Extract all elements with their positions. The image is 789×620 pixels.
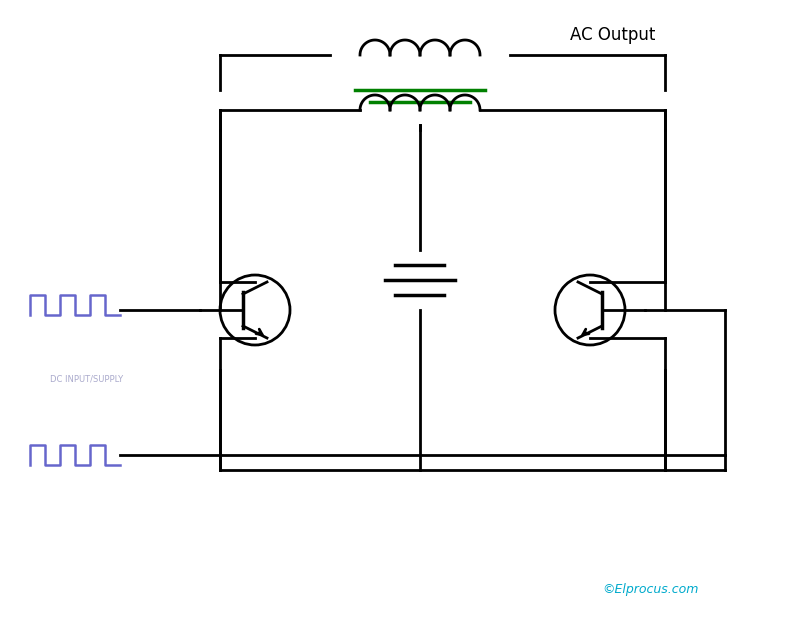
Text: ©Elprocus.com: ©Elprocus.com bbox=[602, 583, 698, 596]
Text: DC INPUT/SUPPLY: DC INPUT/SUPPLY bbox=[50, 375, 123, 384]
Text: AC Output: AC Output bbox=[570, 26, 656, 44]
